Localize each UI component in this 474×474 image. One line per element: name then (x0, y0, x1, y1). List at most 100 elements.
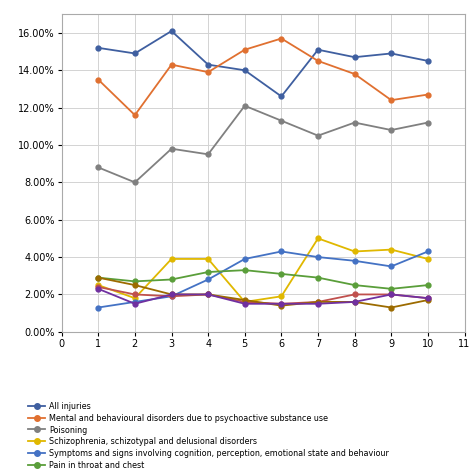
Pain in throat and chest (425, 282, 431, 288)
All injuries (315, 47, 321, 53)
All injuries (205, 62, 211, 67)
Series7 (132, 292, 138, 297)
All injuries (95, 45, 101, 51)
Pain in throat and chest (388, 286, 394, 292)
Series8 (425, 297, 431, 303)
Line: Series8: Series8 (96, 275, 430, 310)
Mental and behavioural disorders due to psychoactive substance use (205, 69, 211, 75)
Mental and behavioural disorders due to psychoactive substance use (242, 47, 247, 53)
Series9 (352, 299, 357, 305)
Line: Mental and behavioural disorders due to psychoactive substance use: Mental and behavioural disorders due to … (96, 36, 430, 118)
Poisoning (315, 133, 321, 138)
All injuries (169, 28, 174, 34)
Mental and behavioural disorders due to psychoactive substance use (315, 58, 321, 64)
Schizophrenia, schizotypal and delusional disorders (132, 295, 138, 301)
Schizophrenia, schizotypal and delusional disorders (205, 256, 211, 262)
Line: Schizophrenia, schizotypal and delusional disorders: Schizophrenia, schizotypal and delusiona… (96, 236, 430, 304)
All injuries (242, 67, 247, 73)
Poisoning (352, 120, 357, 126)
Series7 (315, 299, 321, 305)
Series9 (425, 295, 431, 301)
Mental and behavioural disorders due to psychoactive substance use (169, 62, 174, 67)
Pain in throat and chest (242, 267, 247, 273)
Symptoms and signs involving cognition, perception, emotional state and behaviour (132, 299, 138, 305)
Pain in throat and chest (279, 271, 284, 277)
All injuries (425, 58, 431, 64)
Symptoms and signs involving cognition, perception, emotional state and behaviour (242, 256, 247, 262)
Pain in throat and chest (169, 277, 174, 283)
Pain in throat and chest (132, 279, 138, 284)
Series9 (388, 292, 394, 297)
All injuries (352, 55, 357, 60)
Symptoms and signs involving cognition, perception, emotional state and behaviour (388, 264, 394, 269)
Series8 (205, 292, 211, 297)
Schizophrenia, schizotypal and delusional disorders (425, 256, 431, 262)
Symptoms and signs involving cognition, perception, emotional state and behaviour (169, 293, 174, 299)
Series9 (279, 301, 284, 307)
Mental and behavioural disorders due to psychoactive substance use (95, 77, 101, 82)
Symptoms and signs involving cognition, perception, emotional state and behaviour (279, 249, 284, 255)
Series9 (169, 292, 174, 297)
Series8 (95, 275, 101, 281)
Pain in throat and chest (205, 269, 211, 275)
Pain in throat and chest (352, 282, 357, 288)
Poisoning (205, 152, 211, 157)
Series7 (388, 292, 394, 297)
Schizophrenia, schizotypal and delusional disorders (388, 247, 394, 253)
Schizophrenia, schizotypal and delusional disorders (242, 299, 247, 305)
Series9 (315, 301, 321, 307)
Series9 (242, 301, 247, 307)
Symptoms and signs involving cognition, perception, emotional state and behaviour (425, 249, 431, 255)
Series8 (279, 303, 284, 309)
Schizophrenia, schizotypal and delusional disorders (315, 236, 321, 241)
Schizophrenia, schizotypal and delusional disorders (95, 282, 101, 288)
Mental and behavioural disorders due to psychoactive substance use (352, 71, 357, 77)
Mental and behavioural disorders due to psychoactive substance use (388, 97, 394, 103)
Poisoning (242, 103, 247, 109)
Series9 (132, 301, 138, 307)
Poisoning (388, 127, 394, 133)
Line: Poisoning: Poisoning (96, 103, 430, 185)
Line: Series9: Series9 (96, 286, 430, 306)
Poisoning (425, 120, 431, 126)
Series8 (169, 292, 174, 297)
Series7 (242, 299, 247, 305)
Schizophrenia, schizotypal and delusional disorders (352, 249, 357, 255)
Symptoms and signs involving cognition, perception, emotional state and behaviour (352, 258, 357, 264)
Series8 (388, 305, 394, 310)
Symptoms and signs involving cognition, perception, emotional state and behaviour (315, 254, 321, 260)
Schizophrenia, schizotypal and delusional disorders (169, 256, 174, 262)
All injuries (388, 51, 394, 56)
Series7 (352, 292, 357, 297)
Series9 (95, 286, 101, 292)
Line: Symptoms and signs involving cognition, perception, emotional state and behaviour: Symptoms and signs involving cognition, … (96, 249, 430, 310)
All injuries (132, 51, 138, 56)
Poisoning (132, 180, 138, 185)
Series9 (205, 292, 211, 297)
Pain in throat and chest (95, 275, 101, 281)
Pain in throat and chest (315, 275, 321, 281)
Symptoms and signs involving cognition, perception, emotional state and behaviour (205, 277, 211, 283)
Mental and behavioural disorders due to psychoactive substance use (132, 112, 138, 118)
Series8 (242, 297, 247, 303)
All injuries (279, 93, 284, 99)
Poisoning (95, 164, 101, 170)
Line: Pain in throat and chest: Pain in throat and chest (96, 268, 430, 291)
Schizophrenia, schizotypal and delusional disorders (279, 293, 284, 299)
Poisoning (279, 118, 284, 124)
Series8 (132, 282, 138, 288)
Series7 (205, 292, 211, 297)
Symptoms and signs involving cognition, perception, emotional state and behaviour (95, 305, 101, 310)
Poisoning (169, 146, 174, 152)
Mental and behavioural disorders due to psychoactive substance use (425, 91, 431, 97)
Line: Series7: Series7 (96, 284, 430, 306)
Mental and behavioural disorders due to psychoactive substance use (279, 36, 284, 41)
Line: All injuries: All injuries (96, 28, 430, 99)
Legend: All injuries, Mental and behavioural disorders due to psychoactive substance use: All injuries, Mental and behavioural dis… (27, 402, 389, 470)
Series8 (315, 299, 321, 305)
Series8 (352, 299, 357, 305)
Series7 (279, 301, 284, 307)
Series7 (95, 284, 101, 290)
Series7 (169, 293, 174, 299)
Series7 (425, 295, 431, 301)
